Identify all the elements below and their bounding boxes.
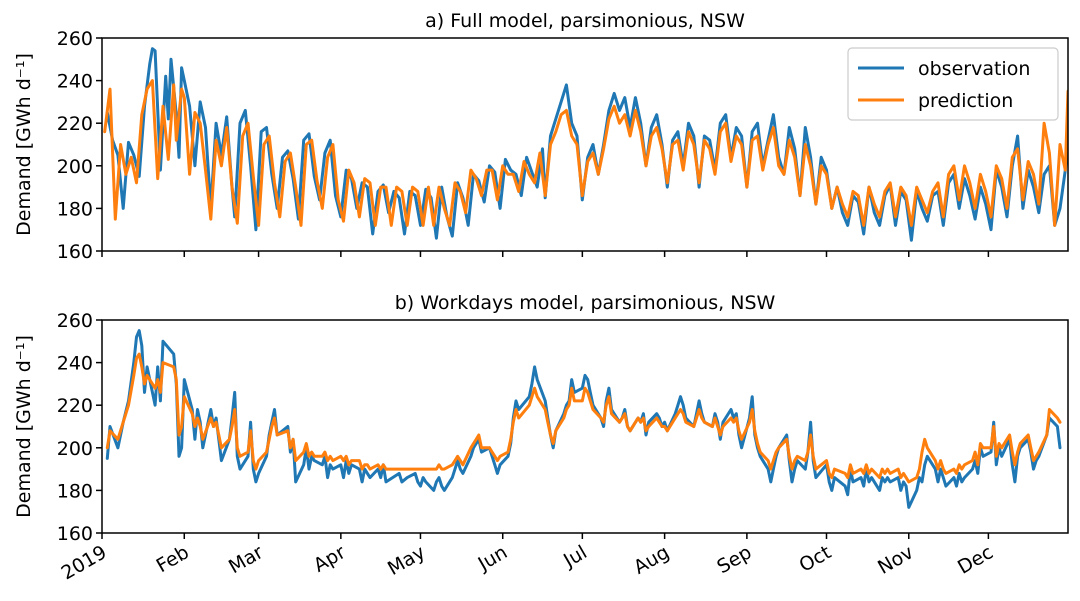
y-tick-label: 160 [57, 241, 93, 263]
y-tick-label: 220 [57, 395, 93, 417]
plot-frame [101, 37, 1069, 252]
legend-label-observation: observation [918, 58, 1030, 80]
y-tick-label: 180 [57, 480, 93, 502]
x-tick-label: Dec [954, 541, 997, 578]
x-tick-label: Nov [874, 541, 917, 579]
x-tick-label: 2019 [58, 541, 111, 584]
chart-title: b) Workdays model, parsimonious, NSW [395, 292, 776, 314]
x-tick-label: Jun [474, 541, 512, 575]
x-tick-label: Apr [310, 541, 350, 577]
y-axis-label: Demand [GWh d⁻¹] [13, 53, 35, 236]
y-tick-label: 260 [57, 28, 93, 50]
y-axis-label: Demand [GWh d⁻¹] [13, 335, 35, 518]
x-tick-label: Oct [796, 541, 835, 576]
x-tick-label: Feb [153, 541, 193, 577]
y-tick-label: 180 [57, 198, 93, 220]
legend-label-prediction: prediction [918, 90, 1013, 112]
y-tick-label: 260 [57, 310, 93, 332]
series-line-observation [105, 329, 1062, 509]
y-tick-label: 200 [57, 156, 93, 178]
chart-title: a) Full model, parsimonious, NSW [425, 10, 745, 32]
y-tick-label: 200 [57, 438, 93, 460]
series-line-prediction [105, 352, 1062, 484]
x-tick-label: Sep [713, 541, 755, 578]
x-tick-label: May [384, 541, 429, 580]
panel-workdays-model: b) Workdays model, parsimonious, NSW 160 1… [13, 292, 1069, 585]
x-tick-label: Aug [630, 541, 673, 579]
plot-frame [101, 319, 1069, 534]
y-tick-label: 160 [57, 523, 93, 545]
panel-full-model: a) Full model, parsimonious, NSW 160 180 20… [13, 10, 1069, 263]
x-tick-label: Mar [225, 541, 267, 578]
x-tick-label: Jul [559, 541, 591, 572]
legend: observation prediction [847, 47, 1059, 121]
y-tick-label: 220 [57, 113, 93, 135]
y-tick-label: 240 [57, 353, 93, 375]
y-tick-label: 240 [57, 71, 93, 93]
series-line-prediction [103, 79, 1068, 227]
